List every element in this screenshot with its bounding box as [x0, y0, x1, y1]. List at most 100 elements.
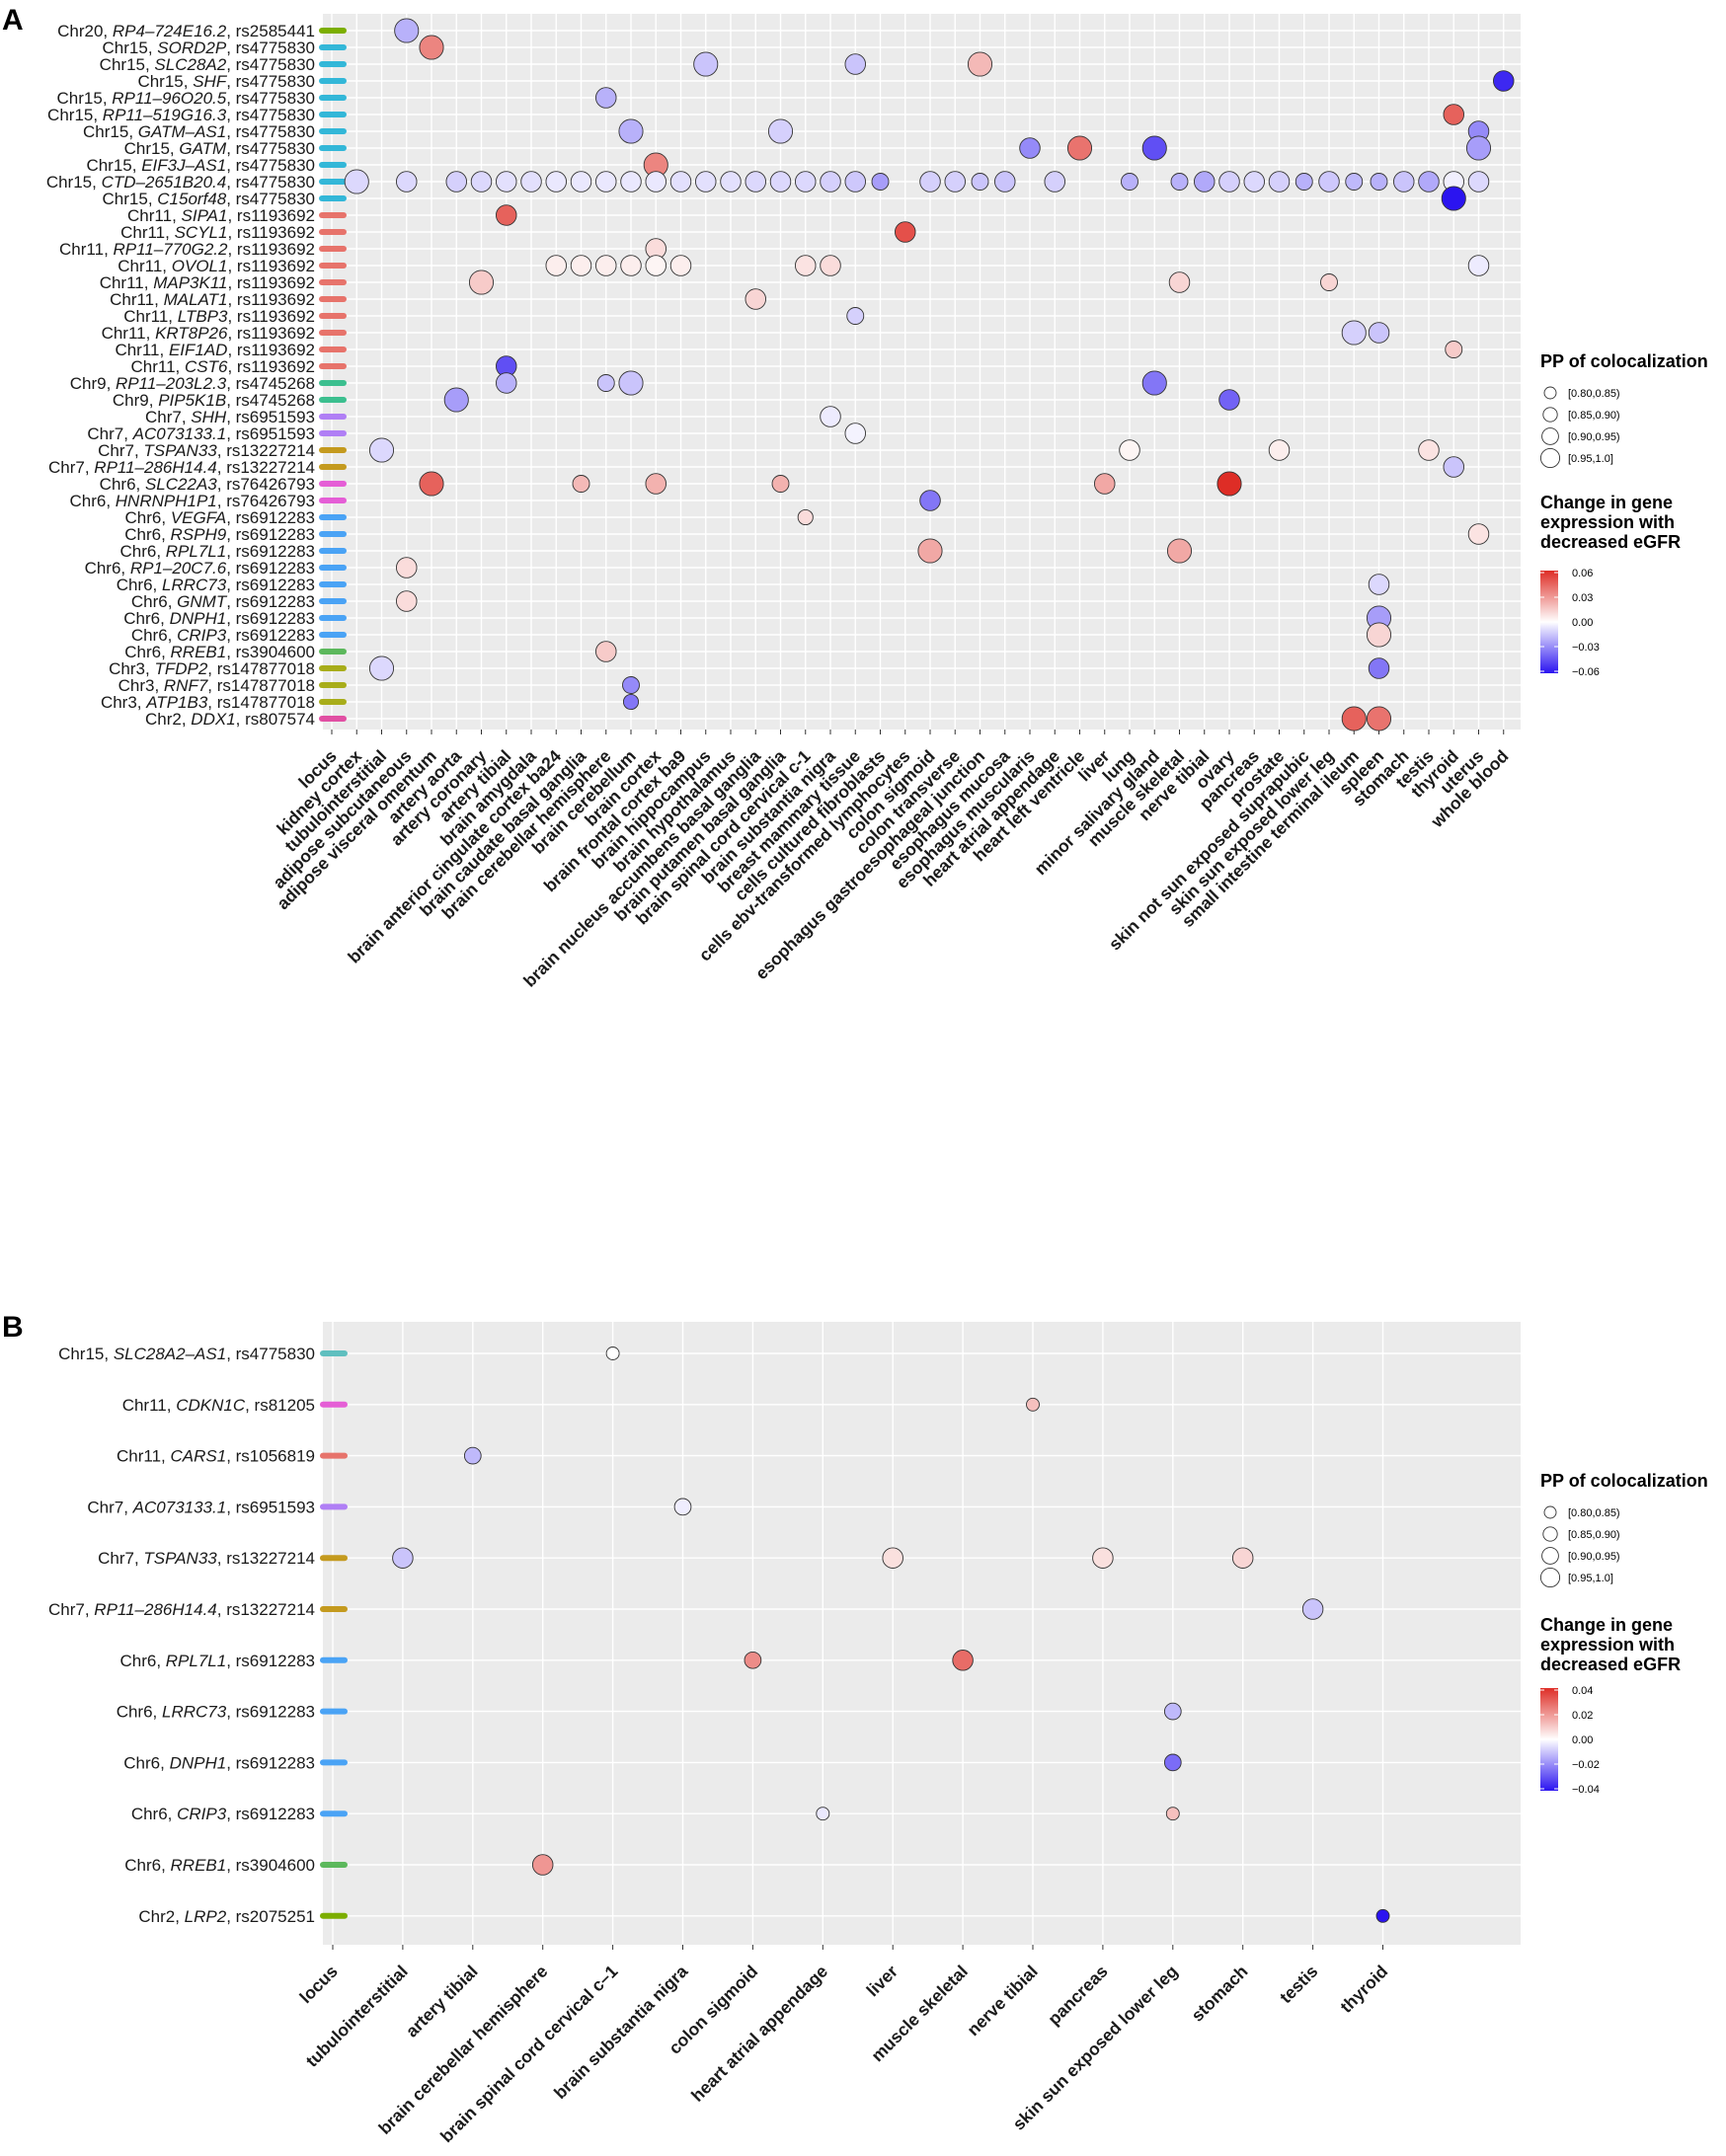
data-point — [496, 372, 517, 394]
data-point — [871, 173, 890, 191]
row-label-snp: , rs4775830 — [226, 139, 315, 158]
data-point — [1418, 171, 1440, 192]
row-label: Chr6, LRRC73, rs6912283 — [117, 1703, 315, 1722]
data-point — [394, 18, 420, 43]
row-label: Chr2, LRP2, rs2075251 — [138, 1907, 315, 1926]
data-point — [1231, 1547, 1254, 1569]
row-label-chr: Chr20, — [57, 22, 113, 40]
column-tick-label: stomach — [1187, 1962, 1251, 2026]
data-point — [820, 255, 841, 276]
row-label-snp: , rs1056819 — [226, 1447, 315, 1466]
row-label: Chr11, CST6, rs1193692 — [131, 357, 316, 376]
row-label-gene: GATM–AS1 — [138, 122, 226, 141]
data-point — [1294, 173, 1313, 191]
panel-letter: B — [2, 1311, 24, 1344]
row-label-snp: , rs147877018 — [207, 659, 315, 678]
row-label: Chr6, DNPH1, rs6912283 — [123, 609, 315, 628]
row-label: Chr3, ATP1B3, rs147877018 — [101, 693, 315, 712]
data-point — [1341, 320, 1367, 346]
row-label-snp: , rs6912283 — [226, 626, 315, 645]
row-label-snp: , rs6912283 — [226, 508, 315, 527]
row-label-snp: , rs4775830 — [226, 89, 315, 108]
data-point — [669, 171, 692, 192]
row-label-snp: , rs147877018 — [207, 676, 315, 695]
data-point — [1345, 173, 1364, 191]
row-label: Chr6, SLC22A3, rs76426793 — [100, 475, 315, 494]
row-label: Chr15, RP11–519G16.3, rs4775830 — [47, 106, 315, 124]
row-label-gene: CDKN1C — [176, 1396, 246, 1415]
row-label-snp: , rs1193692 — [227, 223, 315, 242]
row-label: Chr7, SHH, rs6951593 — [145, 408, 315, 426]
data-point — [622, 693, 640, 711]
row-label-chr: Chr3, — [101, 693, 146, 712]
row-label-snp: , rs4775830 — [226, 1345, 315, 1363]
data-point — [952, 1650, 974, 1671]
row-label-gene: RP11–286H14.4 — [94, 1600, 216, 1619]
data-point — [595, 255, 617, 276]
data-point — [1163, 1702, 1182, 1721]
row-label: Chr20, RP4–724E16.2, rs2585441 — [57, 22, 315, 40]
data-point — [645, 255, 667, 276]
data-point — [1368, 322, 1390, 344]
row-label-snp: , rs13227214 — [217, 1600, 315, 1619]
row-label: Chr6, DNPH1, rs6912283 — [123, 1753, 315, 1772]
data-point — [1443, 456, 1464, 478]
color-legend-bar — [1540, 571, 1558, 673]
row-label-chr: Chr15, — [103, 190, 158, 208]
row-label-chr: Chr6, — [123, 1753, 169, 1772]
row-label-snp: , rs1193692 — [227, 206, 315, 225]
row-label: Chr11, RP11–770G2.2, rs1193692 — [59, 240, 315, 259]
data-point — [618, 370, 644, 396]
size-legend-key — [1541, 427, 1559, 445]
data-point — [1366, 622, 1392, 648]
row-label: Chr6, RSPH9, rs6912283 — [124, 525, 315, 544]
data-point — [1268, 171, 1291, 192]
data-point — [771, 475, 790, 493]
row-label-chr: Chr15, — [57, 89, 113, 108]
row-label-gene: TSPAN33 — [143, 441, 217, 460]
row-label-chr: Chr6, — [131, 626, 177, 645]
row-label-chr: Chr11, — [110, 290, 164, 309]
column-tick-label: pancreas — [1044, 1962, 1112, 2030]
row-label-snp: , rs147877018 — [207, 693, 315, 712]
data-point — [895, 221, 916, 243]
row-label-gene: TSPAN33 — [143, 1549, 217, 1568]
data-point — [645, 473, 667, 495]
row-label-gene: RSPH9 — [171, 525, 227, 544]
data-point — [1268, 439, 1291, 461]
data-point — [622, 676, 640, 694]
row-label-gene: CTD–2651B20.4 — [102, 173, 227, 192]
row-label-gene: DNPH1 — [170, 1753, 227, 1772]
data-point — [844, 423, 867, 444]
data-point — [1166, 538, 1193, 564]
color-legend-title: Change in gene — [1540, 1615, 1673, 1635]
row-label-gene: HNRNPH1P1 — [116, 492, 217, 510]
row-label: Chr11, OVOL1, rs1193692 — [118, 257, 315, 275]
row-label-gene: LRP2 — [185, 1907, 227, 1926]
row-label-snp: , rs6912283 — [226, 1753, 315, 1772]
data-point — [1418, 439, 1440, 461]
row-label-gene: MAP3K11 — [153, 273, 227, 292]
row-label-snp: , rs6912283 — [226, 592, 315, 611]
row-label-chr: Chr11, — [123, 307, 178, 326]
data-point — [620, 255, 642, 276]
row-label: Chr11, KRT8P26, rs1193692 — [102, 324, 315, 343]
row-label-gene: RP11–770G2.2 — [114, 240, 228, 259]
size-legend-label: [0.95,1.0] — [1568, 1573, 1613, 1584]
row-label-snp: , rs13227214 — [217, 458, 315, 477]
data-point — [1445, 341, 1463, 358]
size-legend-key — [1543, 386, 1557, 400]
row-label: Chr11, CDKN1C, rs81205 — [122, 1396, 315, 1415]
data-point — [745, 171, 767, 192]
row-label-chr: Chr2, — [138, 1907, 184, 1926]
row-label: Chr7, AC073133.1, rs6951593 — [87, 424, 315, 443]
row-label-gene: SORD2P — [157, 38, 227, 57]
data-point — [595, 641, 617, 662]
row-label: Chr6, CRIP3, rs6912283 — [131, 626, 315, 645]
row-label: Chr2, DDX1, rs807574 — [145, 710, 315, 729]
row-label-chr: Chr15, — [137, 72, 193, 91]
row-label-gene: AC073133.1 — [132, 424, 227, 443]
data-point — [944, 171, 967, 192]
column-tick-label: thyroid — [1336, 1962, 1391, 2017]
color-legend-label: −0.02 — [1572, 1759, 1600, 1771]
